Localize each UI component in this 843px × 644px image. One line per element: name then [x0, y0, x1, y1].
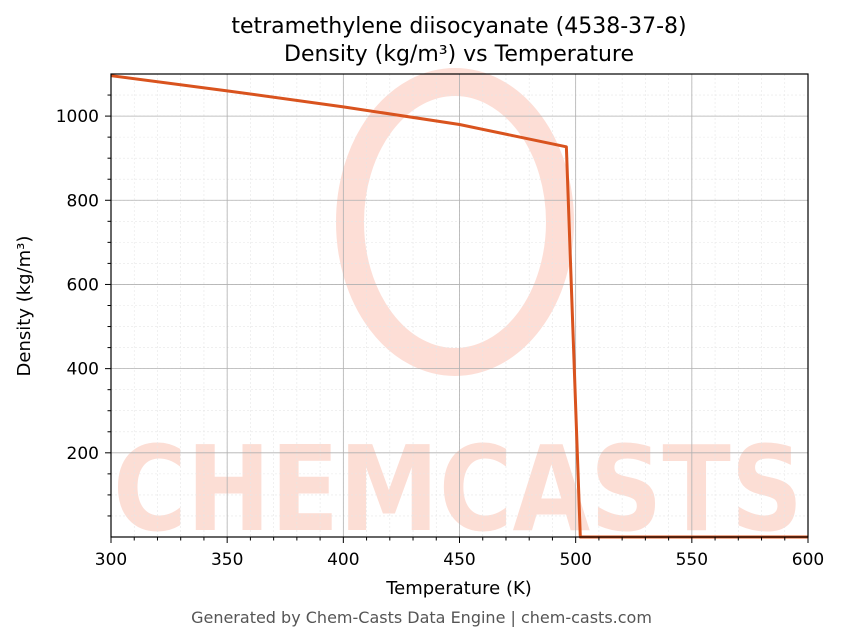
chart-title: tetramethylene diisocyanate (4538-37-8)	[231, 14, 686, 39]
x-tick-label: 450	[443, 550, 475, 570]
y-tick-label: 800	[67, 191, 99, 211]
x-tick-label: 400	[327, 550, 359, 570]
x-axis-label: Temperature (K)	[385, 578, 532, 599]
chart-subtitle: Density (kg/m³) vs Temperature	[284, 42, 634, 67]
x-tick-label: 300	[95, 550, 127, 570]
watermark-logo: CHEMCASTS	[113, 68, 803, 558]
x-tick-label: 600	[792, 550, 824, 570]
y-axis-label: Density (kg/m³)	[14, 236, 35, 377]
y-tick-label: 400	[67, 360, 99, 380]
y-tick-label: 1000	[56, 107, 99, 127]
x-tick-label: 500	[559, 550, 591, 570]
y-axis-ticks: 200 400 600 800 1000	[56, 94, 111, 517]
x-tick-label: 550	[676, 550, 708, 570]
watermark-text: CHEMCASTS	[113, 420, 803, 558]
footer-credit: Generated by Chem-Casts Data Engine | ch…	[191, 608, 652, 627]
y-tick-label: 600	[67, 275, 99, 295]
x-axis-ticks: 300 350 400 450 500 550 600	[95, 537, 824, 570]
x-tick-label: 350	[211, 550, 243, 570]
y-tick-label: 200	[67, 444, 99, 464]
